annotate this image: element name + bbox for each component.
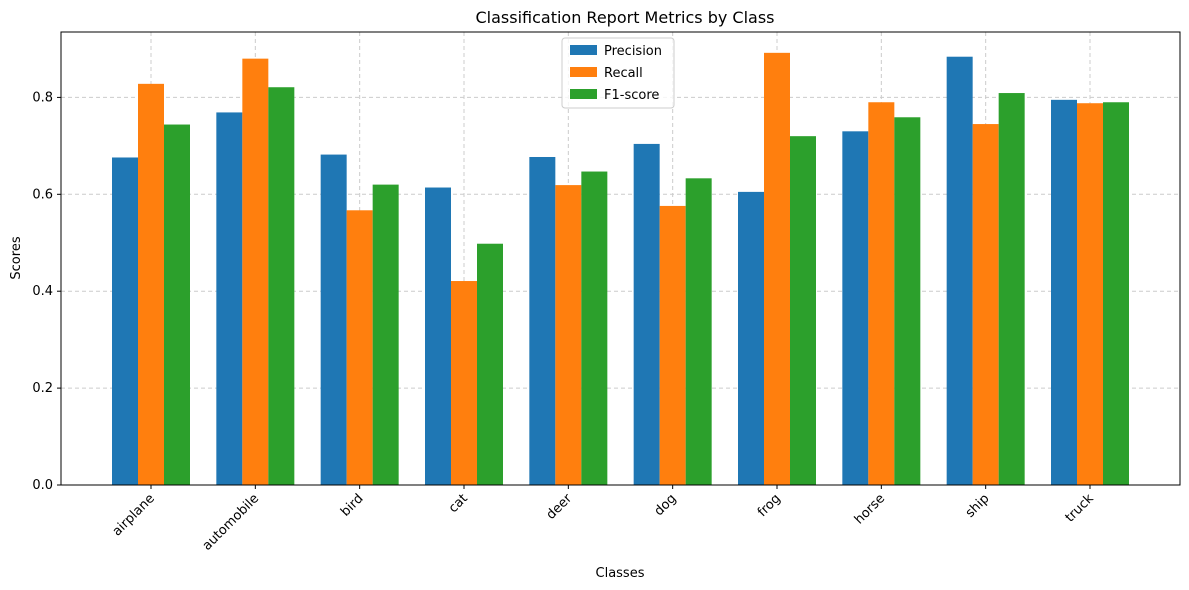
bar-precision [946,56,973,485]
bar-recall [659,205,686,485]
bar-precision [425,187,451,486]
legend-swatch [570,67,597,77]
bar-recall [868,102,895,485]
bar-precision [529,156,556,485]
chart-title: Classification Report Metrics by Class [475,8,774,27]
bar-f1-score [164,124,190,486]
bar-f1-score [894,117,921,485]
legend-label: Recall [604,66,643,81]
x-axis: airplane automobile bird cat deer dog frog hors… [110,485,1097,554]
y-tick-label: 0.2 [32,381,53,396]
legend: Precision Recall F1-score [561,37,675,109]
legend-swatch [570,45,597,55]
legend-label: Precision [604,44,662,59]
bar-precision [1051,99,1077,485]
bar-precision [216,112,243,486]
y-tick-label: 0.6 [32,187,53,202]
y-tick-label: 0.0 [32,478,53,493]
bar-f1-score [998,93,1025,485]
bar-precision [320,154,347,485]
y-tick-label: 0.4 [32,284,53,299]
bar-precision [738,191,764,485]
bar-f1-score [372,184,399,485]
bar-recall [451,281,477,485]
bar-f1-score [1103,102,1129,485]
y-axis-label: Scores [9,236,24,279]
bar-recall [555,185,582,485]
plot-frame [60,31,1181,486]
bar-recall [346,210,373,486]
x-tick-label: bird [338,491,366,519]
x-tick-label: dog [652,491,680,519]
bar-precision [633,143,660,485]
bar-f1-score [581,171,608,485]
bar-f1-score [268,87,295,485]
legend-swatch [570,89,597,99]
x-tick-label: frog [755,491,784,520]
bar-precision [842,131,869,485]
bars-group [112,52,1129,486]
x-tick-label: truck [1063,491,1098,526]
x-tick-label: ship [963,491,993,521]
y-axis: 0.0 0.2 0.4 0.6 0.8 [32,90,61,493]
x-tick-label: deer [544,491,576,523]
legend-label: F1-score [604,88,659,103]
x-axis-label: Classes [596,566,645,581]
bar-recall [972,124,999,486]
bar-recall [1077,103,1103,485]
x-tick-label: horse [852,491,888,527]
bar-recall [764,52,790,485]
bar-recall [242,58,269,485]
bar-f1-score [477,243,503,485]
bar-f1-score [685,178,712,485]
y-tick-label: 0.8 [32,90,53,105]
x-tick-label: airplane [110,491,158,539]
x-tick-label: cat [446,491,471,516]
bar-precision [112,157,138,485]
bar-recall [138,83,164,486]
x-tick-label: automobile [200,491,262,553]
bar-f1-score [790,136,816,485]
